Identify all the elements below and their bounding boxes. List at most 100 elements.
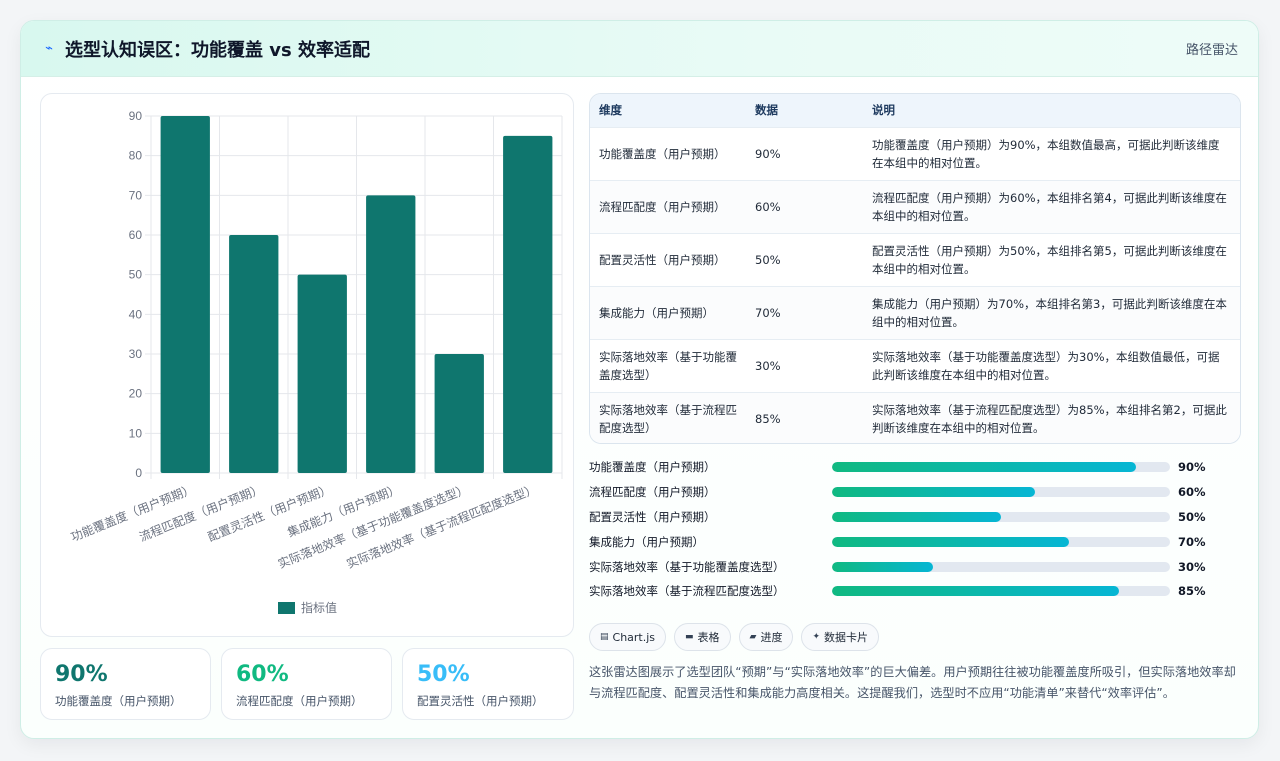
table-row: 流程匹配度（用户预期） 60% 流程匹配度（用户预期）为60%，本组排名第4，可…: [590, 179, 1240, 233]
table-icon: ▬: [685, 632, 694, 642]
table-cell: 集成能力（用户预期）为70%，本组排名第3，可据此判断该维度在本组中的相对位置。: [863, 285, 1240, 339]
tag-table[interactable]: ▬ 表格: [674, 623, 731, 651]
tag-chartjs[interactable]: ▤ Chart.js: [589, 623, 667, 651]
progress-label: 流程匹配度（用户预期）: [589, 485, 716, 500]
bar: [366, 195, 416, 473]
y-tick-label: 60: [129, 228, 143, 242]
tag-label: 进度: [760, 631, 783, 644]
y-tick-label: 20: [129, 387, 143, 401]
progress-value: 70%: [1178, 534, 1206, 549]
progress-value: 30%: [1178, 559, 1206, 574]
kpi-value: 50%: [417, 662, 470, 687]
table-cell: 实际落地效率（基于功能覆盖度选型）: [590, 338, 746, 392]
table-cell: 流程匹配度（用户预期）为60%，本组排名第4，可据此判断该维度在本组中的相对位置…: [863, 179, 1240, 233]
table-row: 实际落地效率（基于功能覆盖度选型） 30% 实际落地效率（基于功能覆盖度选型）为…: [590, 338, 1240, 392]
y-tick-label: 50: [129, 268, 143, 282]
kpi-value: 60%: [236, 662, 289, 687]
progress-row: 功能覆盖度（用户预期） 90%: [589, 455, 1241, 480]
tag-label: 数据卡片: [824, 631, 869, 644]
y-tick-label: 30: [129, 347, 143, 361]
data-table: 维度 数据 说明 功能覆盖度（用户预期） 90% 功能覆盖度（用户预期）为90%…: [589, 93, 1241, 444]
progress-track: [832, 462, 1170, 473]
page-title: 选型认知误区：功能覆盖 vs 效率适配: [65, 39, 370, 61]
y-tick-label: 70: [129, 188, 143, 202]
progress-track: [832, 511, 1170, 522]
x-tick-label: 功能覆盖度（用户预期）: [68, 481, 196, 544]
y-tick-label: 40: [129, 307, 143, 321]
table-cell: 实际落地效率（基于功能覆盖度选型）为30%，本组数值最低，可据此判断该维度在本组…: [863, 338, 1240, 392]
progress-label: 实际落地效率（基于流程匹配度选型）: [589, 584, 785, 599]
tag-data-card[interactable]: ✦ 数据卡片: [801, 623, 880, 651]
bar-chart: 0 10 20 30 40 50 60 70 80 90 功能覆盖度（用户预期） 流程匹配度（用户预期…: [40, 93, 574, 637]
table-cell: 功能覆盖度（用户预期）: [590, 126, 746, 180]
table-cell: 配置灵活性（用户预期）: [590, 232, 746, 286]
bar: [503, 135, 553, 474]
table-row: 配置灵活性（用户预期） 50% 配置灵活性（用户预期）为50%，本组排名第5，可…: [590, 232, 1240, 286]
title-wrap: ⌁ 选型认知误区：功能覆盖 vs 效率适配: [41, 36, 370, 62]
bar-chart-svg: 0 10 20 30 40 50 60 70 80 90 功能覆盖度（用户预期）流程匹配度（用户预期…: [68, 109, 563, 615]
table-cell: 实际落地效率（基于流程匹配度选型）: [590, 391, 746, 443]
table-cell: 30%: [746, 338, 863, 392]
table-cell: 功能覆盖度（用户预期）为90%，本组数值最高，可据此判断该维度在本组中的相对位置…: [863, 126, 1240, 180]
progress-row: 配置灵活性（用户预期） 50%: [589, 505, 1241, 530]
description: 这张雷达图展示了选型团队“预期”与“实际落地效率”的巨大偏差。用户预期往往被功能…: [589, 665, 1236, 700]
tag-label: Chart.js: [612, 630, 656, 644]
progress-fill: [832, 511, 1001, 522]
bar: [297, 274, 347, 473]
table-header: 维度: [590, 94, 746, 127]
chart-icon: ▤: [600, 632, 609, 642]
table-cell: 90%: [746, 126, 863, 180]
table-cell: 集成能力（用户预期）: [590, 285, 746, 339]
progress-fill: [832, 536, 1069, 547]
progress-fill: [832, 561, 934, 572]
progress-track: [832, 536, 1170, 547]
progress-row: 实际落地效率（基于功能覆盖度选型） 30%: [589, 554, 1241, 579]
progress-icon: ▰: [749, 632, 757, 642]
legend-label: 指标值: [301, 600, 337, 615]
table-row: 实际落地效率（基于流程匹配度选型） 85% 实际落地效率（基于流程匹配度选型）为…: [590, 391, 1240, 443]
header: ⌁ 选型认知误区：功能覆盖 vs 效率适配 路径雷达: [21, 21, 1258, 77]
y-tick-label: 10: [129, 426, 143, 440]
progress-row: 实际落地效率（基于流程匹配度选型） 85%: [589, 579, 1241, 604]
table-cell: 实际落地效率（基于流程匹配度选型）为85%，本组排名第2，可据此判断该维度在本组…: [863, 391, 1240, 443]
table-row: 集成能力（用户预期） 70% 集成能力（用户预期）为70%，本组排名第3，可据此…: [590, 285, 1240, 339]
tag-progress[interactable]: ▰ 进度: [738, 623, 794, 651]
table-cell: 配置灵活性（用户预期）为50%，本组排名第5，可据此判断该维度在本组中的相对位置…: [863, 232, 1240, 286]
kpi-card-1: 90% 功能覆盖度（用户预期）: [40, 648, 211, 720]
table-cell: 50%: [746, 232, 863, 286]
progress-fill: [832, 487, 1035, 498]
progress-value: 60%: [1178, 485, 1206, 500]
bar: [160, 116, 210, 473]
wave-icon: ⌁: [45, 41, 53, 56]
table-header: 数据: [746, 94, 863, 127]
progress-row: 集成能力（用户预期） 70%: [589, 529, 1241, 554]
card-icon: ✦: [812, 632, 821, 642]
table-header: 说明: [863, 94, 1240, 127]
kpi-label: 功能覆盖度（用户预期）: [55, 694, 182, 708]
table-header-row: 维度 数据 说明: [590, 94, 1240, 127]
progress-fill: [832, 586, 1120, 597]
kpi-label: 配置灵活性（用户预期）: [417, 694, 544, 708]
table-cell: 85%: [746, 391, 863, 443]
tag-label: 表格: [697, 631, 720, 644]
progress-row: 流程匹配度（用户预期） 60%: [589, 480, 1241, 505]
legend-swatch: [278, 602, 295, 614]
y-tick-label: 0: [135, 466, 142, 480]
progress-label: 功能覆盖度（用户预期）: [589, 460, 716, 475]
y-tick-label: 80: [129, 149, 143, 163]
progress-track: [832, 561, 1170, 572]
progress-value: 85%: [1178, 584, 1206, 599]
main-card: ⌁ 选型认知误区：功能覆盖 vs 效率适配 路径雷达 0 10 20 30 40 50 60…: [20, 20, 1259, 739]
progress-value: 50%: [1178, 509, 1206, 524]
progress-label: 集成能力（用户预期）: [589, 534, 704, 549]
x-tick-label: 流程匹配度（用户预期）: [137, 481, 265, 544]
progress-value: 90%: [1178, 460, 1206, 475]
progress-track: [832, 586, 1170, 597]
progress-list: 功能覆盖度（用户预期） 90% 流程匹配度（用户预期） 60% 配置灵活性（用户…: [589, 455, 1241, 604]
bar: [229, 235, 279, 473]
table-cell: 70%: [746, 285, 863, 339]
kpi-card-2: 60% 流程匹配度（用户预期）: [221, 648, 392, 720]
header-tag: 路径雷达: [1185, 43, 1238, 58]
kpi-label: 流程匹配度（用户预期）: [236, 694, 363, 708]
progress-label: 实际落地效率（基于功能覆盖度选型）: [589, 559, 785, 574]
